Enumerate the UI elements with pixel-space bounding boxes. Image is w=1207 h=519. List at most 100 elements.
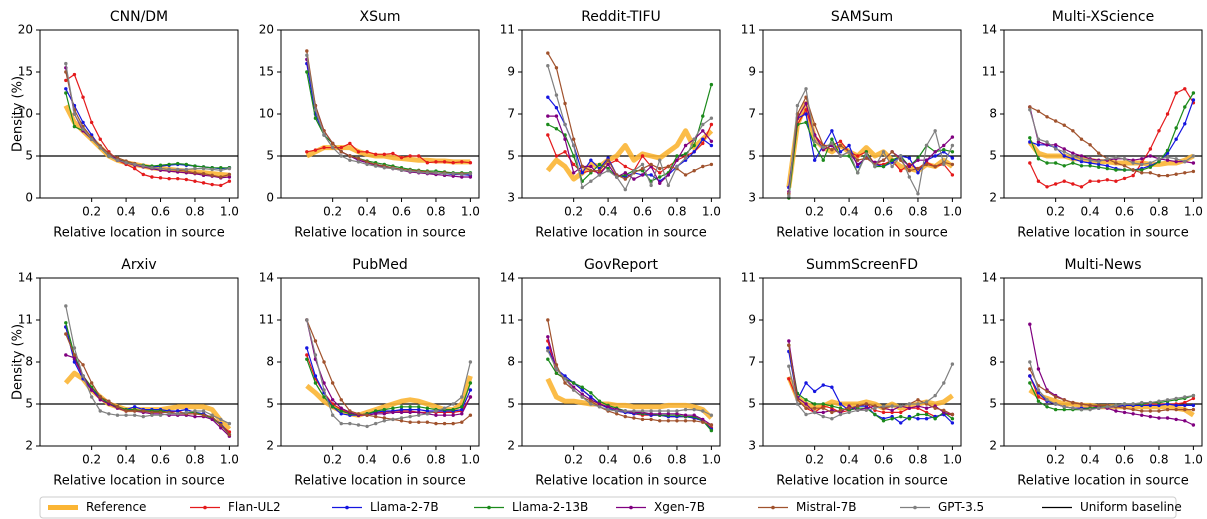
point <box>821 402 825 406</box>
point <box>227 421 232 426</box>
point <box>176 412 180 416</box>
point <box>890 417 894 421</box>
point <box>855 154 860 158</box>
point <box>1062 154 1066 158</box>
x-tick-label: 0.4 <box>840 453 859 467</box>
point <box>468 395 473 399</box>
point <box>1114 168 1118 172</box>
point <box>1148 409 1153 413</box>
point <box>158 410 163 415</box>
legend-marker <box>203 505 207 510</box>
axes-frame <box>39 29 239 199</box>
point <box>683 156 688 160</box>
point <box>1045 398 1049 402</box>
point <box>176 161 180 166</box>
point <box>614 158 619 162</box>
legend-label: GPT-3.5 <box>938 500 984 514</box>
point <box>468 161 473 165</box>
point <box>606 162 610 167</box>
point <box>907 406 912 410</box>
y-tick-label: 14 <box>259 271 274 285</box>
x-tick-label: 0.2 <box>564 205 583 219</box>
point <box>855 408 860 412</box>
point <box>305 318 309 322</box>
point <box>391 410 395 415</box>
point <box>1079 157 1084 161</box>
point <box>692 137 696 141</box>
point <box>1045 115 1049 119</box>
point <box>382 412 387 416</box>
point <box>589 179 593 183</box>
point <box>933 150 937 154</box>
point <box>1165 112 1170 116</box>
point <box>606 158 610 162</box>
point <box>184 407 189 412</box>
point <box>158 413 163 417</box>
point <box>916 171 920 175</box>
point <box>701 420 705 424</box>
point <box>1053 119 1058 123</box>
point <box>632 416 636 420</box>
point <box>683 152 688 156</box>
point <box>924 158 929 162</box>
y-tick-label: 3 <box>507 191 515 205</box>
point <box>640 154 645 158</box>
y-tick-label: 5 <box>507 149 515 163</box>
point <box>787 364 791 368</box>
point <box>554 127 559 131</box>
point <box>1131 412 1135 416</box>
y-tick-label: 5 <box>25 397 33 411</box>
point <box>391 406 395 410</box>
panel-title: GovReport <box>584 257 659 273</box>
point <box>546 51 550 55</box>
point <box>1045 389 1049 394</box>
x-tick-label: 1.0 <box>702 453 721 467</box>
point <box>1071 161 1075 165</box>
point <box>451 421 455 426</box>
point <box>838 150 843 154</box>
y-tick-label: 11 <box>18 313 33 327</box>
point <box>1122 402 1127 406</box>
y-tick-label: 9 <box>507 65 515 79</box>
point <box>460 160 464 164</box>
point <box>649 412 653 416</box>
point <box>554 154 559 158</box>
point <box>589 158 593 162</box>
point <box>81 127 85 131</box>
point <box>219 183 223 188</box>
point <box>391 417 395 422</box>
point <box>141 172 146 177</box>
point <box>658 181 662 185</box>
x-axis-label: Relative location in source <box>776 226 947 241</box>
point <box>408 410 412 415</box>
point <box>950 412 955 417</box>
point <box>442 413 447 417</box>
point <box>339 409 343 413</box>
point <box>330 145 335 150</box>
point <box>399 410 404 415</box>
point <box>1183 122 1187 126</box>
x-tick-label: 0.6 <box>633 205 652 219</box>
x-tick-label: 0.6 <box>633 453 652 467</box>
point <box>1062 179 1066 183</box>
legend-marker <box>345 505 349 510</box>
point <box>838 139 843 143</box>
point <box>399 419 404 423</box>
x-tick-label: 0.2 <box>82 205 101 219</box>
point <box>950 173 955 177</box>
point <box>322 395 326 399</box>
series-line <box>788 88 953 196</box>
point <box>442 171 447 176</box>
point <box>563 101 567 106</box>
point <box>933 164 937 169</box>
axes-frame <box>39 277 239 447</box>
point <box>1148 403 1153 408</box>
x-tick-label: 0.6 <box>874 453 893 467</box>
point <box>881 164 886 169</box>
point <box>356 150 361 154</box>
point <box>649 417 653 422</box>
point <box>1071 182 1075 186</box>
point <box>924 412 929 417</box>
point <box>1148 147 1153 151</box>
point <box>1174 126 1178 130</box>
